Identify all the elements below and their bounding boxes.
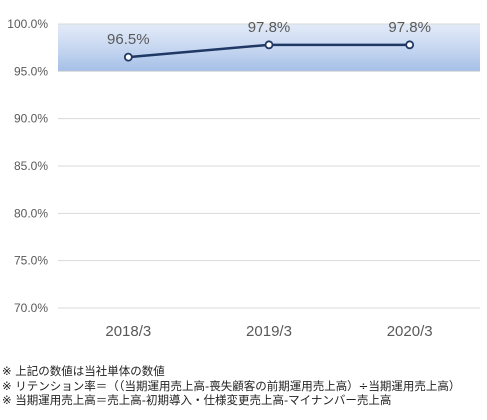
data-label: 96.5%: [107, 31, 150, 48]
y-tick-label: 70.0%: [14, 301, 48, 315]
y-tick-label: 100.0%: [7, 17, 48, 31]
footnote-3: ※ 当期運用売上高＝売上高-初期導入・仕様変更売上高-マイナンバー売上高: [2, 393, 392, 407]
retention-line-chart: 100.0% 95.0% 90.0% 85.0% 80.0% 75.0% 70.0% 201…: [7, 17, 480, 340]
y-tick-label: 80.0%: [14, 206, 48, 220]
x-tick-label: 2018/3: [105, 323, 151, 340]
x-tick-label: 2020/3: [387, 323, 433, 340]
data-point: [264, 40, 274, 50]
data-label: 97.8%: [388, 19, 431, 36]
y-tick-label: 90.0%: [14, 112, 48, 126]
footnotes: ※ 上記の数値は当社単体の数値 ※ リテンション率＝（（当期運用売上高-喪失顧客…: [2, 364, 486, 408]
data-point: [123, 52, 133, 62]
footnote-2: ※ リテンション率＝（（当期運用売上高-喪失顧客の前期運用売上高）÷当期運用売上…: [2, 378, 461, 393]
data-point: [405, 40, 415, 50]
data-label: 97.8%: [248, 19, 291, 36]
y-tick-label: 75.0%: [14, 254, 48, 268]
y-tick-label: 85.0%: [14, 159, 48, 173]
x-tick-label: 2019/3: [246, 323, 292, 340]
y-tick-label: 95.0%: [14, 64, 48, 78]
footnote-1: ※ 上記の数値は当社単体の数値: [2, 364, 165, 378]
